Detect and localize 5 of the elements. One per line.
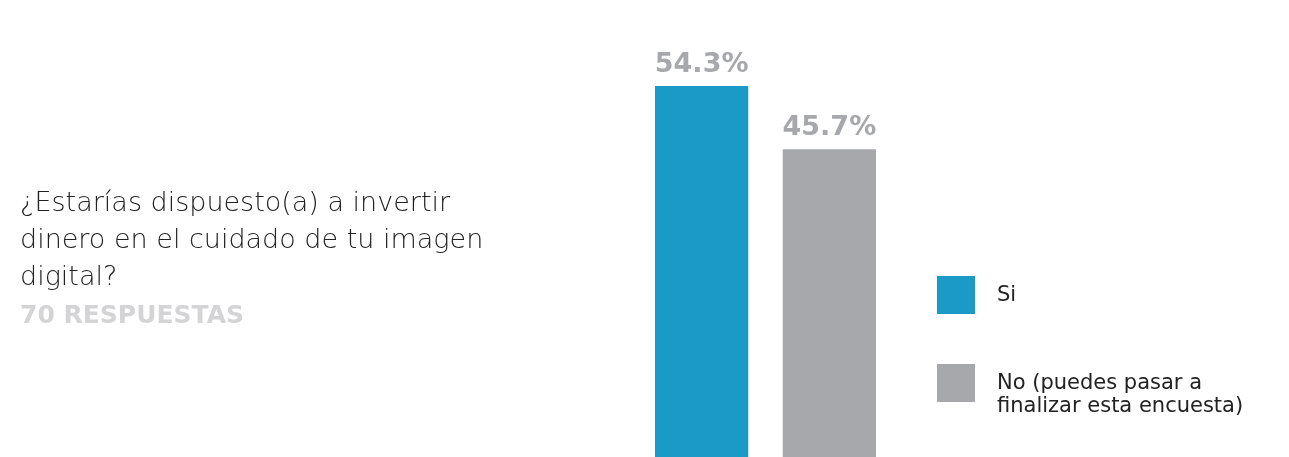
text: ¿Estarías dispuesto(a) a invertir dinero en el cuidado de tu imagen digital? (20, 185, 485, 293)
legend-label: No (puedes pasar a finalizar esta encuesta) (997, 370, 1244, 417)
legend-label: Si (997, 282, 1017, 306)
data-label: 54.3% (654, 47, 749, 78)
data-label: 45.7% (782, 110, 877, 142)
